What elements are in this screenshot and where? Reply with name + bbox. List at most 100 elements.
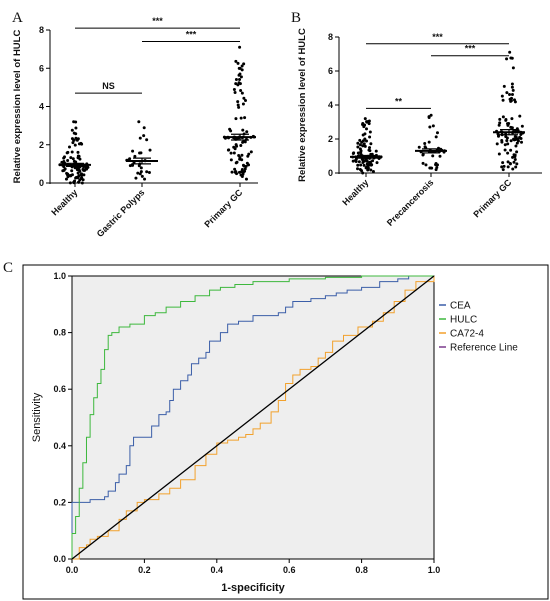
panel-letter: A: [12, 10, 23, 26]
data-point: [495, 142, 499, 146]
data-point: [74, 120, 78, 124]
y-tick-label: 6: [328, 66, 333, 76]
data-point: [77, 142, 81, 146]
data-point: [236, 103, 240, 107]
data-point: [241, 102, 245, 106]
data-point: [504, 135, 508, 139]
data-point: [70, 150, 74, 154]
data-point: [245, 130, 249, 134]
data-point: [243, 98, 247, 102]
data-point: [240, 64, 244, 68]
data-point: [362, 123, 366, 127]
data-point: [148, 148, 152, 152]
data-point: [502, 84, 506, 88]
data-point: [238, 45, 242, 49]
data-point: [497, 123, 501, 127]
data-point: [520, 140, 524, 144]
data-point: [500, 94, 504, 98]
x-tick-label: Primary GC: [202, 187, 244, 229]
legend: CEA HULC CA72-4 Reference Line: [439, 301, 518, 354]
data-point: [243, 167, 247, 171]
data-point: [431, 124, 435, 128]
data-point: [69, 156, 73, 160]
data-point: [513, 157, 517, 161]
data-point: [80, 173, 84, 177]
data-point: [80, 181, 84, 185]
data-point: [509, 139, 513, 143]
data-point: [520, 124, 524, 128]
data-point: [73, 143, 77, 147]
data-point: [503, 148, 507, 152]
data-point: [76, 175, 80, 179]
data-point: [237, 105, 241, 109]
data-point: [240, 158, 244, 162]
data-point: [237, 170, 241, 174]
legend-item: CA72-4: [450, 329, 484, 340]
data-point: [241, 128, 245, 132]
data-point: [511, 167, 515, 171]
data-point: [84, 167, 88, 171]
data-point: [500, 165, 504, 169]
data-point: [247, 163, 251, 167]
roc-line-cea: [71, 275, 434, 559]
x-tick-label: Healthy: [49, 187, 79, 217]
data-point: [363, 132, 367, 136]
significance-label: ***: [465, 44, 476, 54]
data-point: [243, 116, 247, 120]
legend-item: Reference Line: [450, 343, 518, 354]
data-point: [363, 144, 367, 148]
data-point: [497, 133, 501, 137]
data-point: [421, 153, 425, 157]
data-point: [249, 150, 253, 154]
data-point: [229, 151, 233, 155]
data-point: [515, 141, 519, 145]
data-point: [75, 168, 79, 172]
data-point: [498, 121, 502, 125]
significance-label: NS: [102, 81, 115, 91]
legend-item: CEA: [450, 301, 471, 312]
data-point: [368, 130, 372, 134]
data-point: [232, 145, 236, 149]
significance-label: ***: [152, 16, 163, 26]
data-point: [361, 171, 365, 175]
data-point: [138, 136, 142, 140]
data-point: [367, 148, 371, 152]
panel-b: B 0 2 4 6 8 Relative expression level of HULC H…: [291, 10, 542, 228]
data-point: [435, 131, 439, 135]
x-tick-label: 1.0: [428, 565, 441, 575]
y-tick-label: 0: [328, 168, 333, 178]
y-tick-label: 6: [39, 63, 44, 73]
data-point: [131, 149, 135, 153]
data-point: [243, 140, 247, 144]
data-point: [66, 175, 70, 179]
data-point: [128, 157, 132, 161]
data-point: [234, 78, 238, 82]
data-point: [375, 161, 379, 165]
data-point: [238, 66, 242, 70]
x-tick-label: Precancerosis: [385, 177, 436, 228]
data-point: [66, 158, 70, 162]
data-point: [361, 139, 365, 143]
data-point: [136, 171, 140, 175]
data-point: [74, 136, 78, 140]
x-tick-label: 0.4: [211, 565, 224, 575]
data-point: [510, 56, 514, 60]
data-point: [239, 116, 243, 120]
data-point: [505, 57, 509, 61]
data-point: [76, 137, 80, 141]
data-point: [365, 162, 369, 166]
data-point: [498, 117, 502, 121]
data-point: [508, 93, 512, 97]
y-tick-label: 0.6: [53, 384, 66, 394]
data-point: [145, 138, 149, 142]
significance-label: **: [395, 96, 403, 106]
data-point: [78, 169, 82, 173]
data-point: [362, 163, 366, 167]
significance-label: ***: [186, 29, 197, 39]
y-tick-label: 8: [39, 25, 44, 35]
x-tick-label: 0.8: [355, 565, 368, 575]
data-point: [510, 117, 514, 121]
data-point: [238, 77, 242, 81]
data-point: [359, 169, 363, 173]
data-point: [62, 155, 66, 159]
